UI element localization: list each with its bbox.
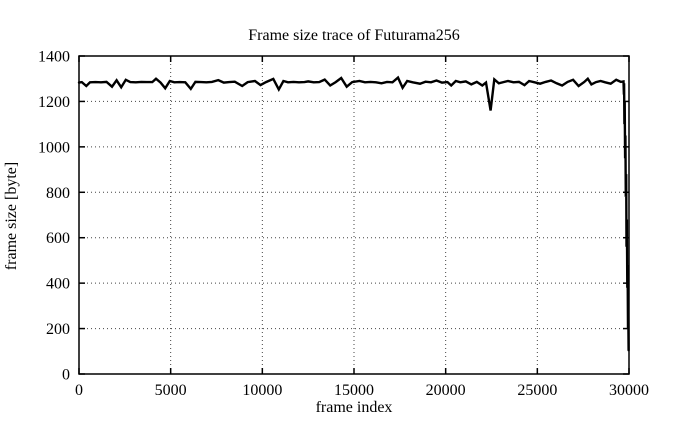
y-tick-label: 400: [46, 276, 70, 293]
x-tick-label: 0: [75, 382, 83, 399]
y-tick-label: 0: [62, 367, 70, 384]
x-tick-label: 15000: [334, 382, 374, 399]
y-tick-label: 1400: [38, 49, 70, 66]
axis-ticks: [78, 55, 630, 375]
gridlines: [79, 56, 629, 374]
y-axis-label: frame size [byte]: [3, 162, 20, 270]
tick-labels: 0 5000 10000 15000 20000 25000 30000 0 200 400 600…: [38, 49, 649, 400]
y-tick-label: 1000: [38, 139, 70, 156]
y-tick-label: 800: [46, 185, 70, 202]
x-tick-label: 20000: [426, 382, 466, 399]
data-trace: [77, 75, 630, 352]
x-tick-label: 25000: [517, 382, 557, 399]
x-tick-label: 10000: [242, 382, 282, 399]
plot-border: [78, 55, 630, 375]
y-tick-label: 600: [46, 230, 70, 247]
y-tick-label: 1200: [38, 94, 70, 111]
x-tick-label: 5000: [155, 382, 187, 399]
x-tick-label: 30000: [609, 382, 649, 399]
chart-title: Frame size trace of Futurama256: [248, 27, 459, 44]
x-axis-label: frame index: [316, 399, 393, 416]
y-tick-label: 200: [46, 321, 70, 338]
